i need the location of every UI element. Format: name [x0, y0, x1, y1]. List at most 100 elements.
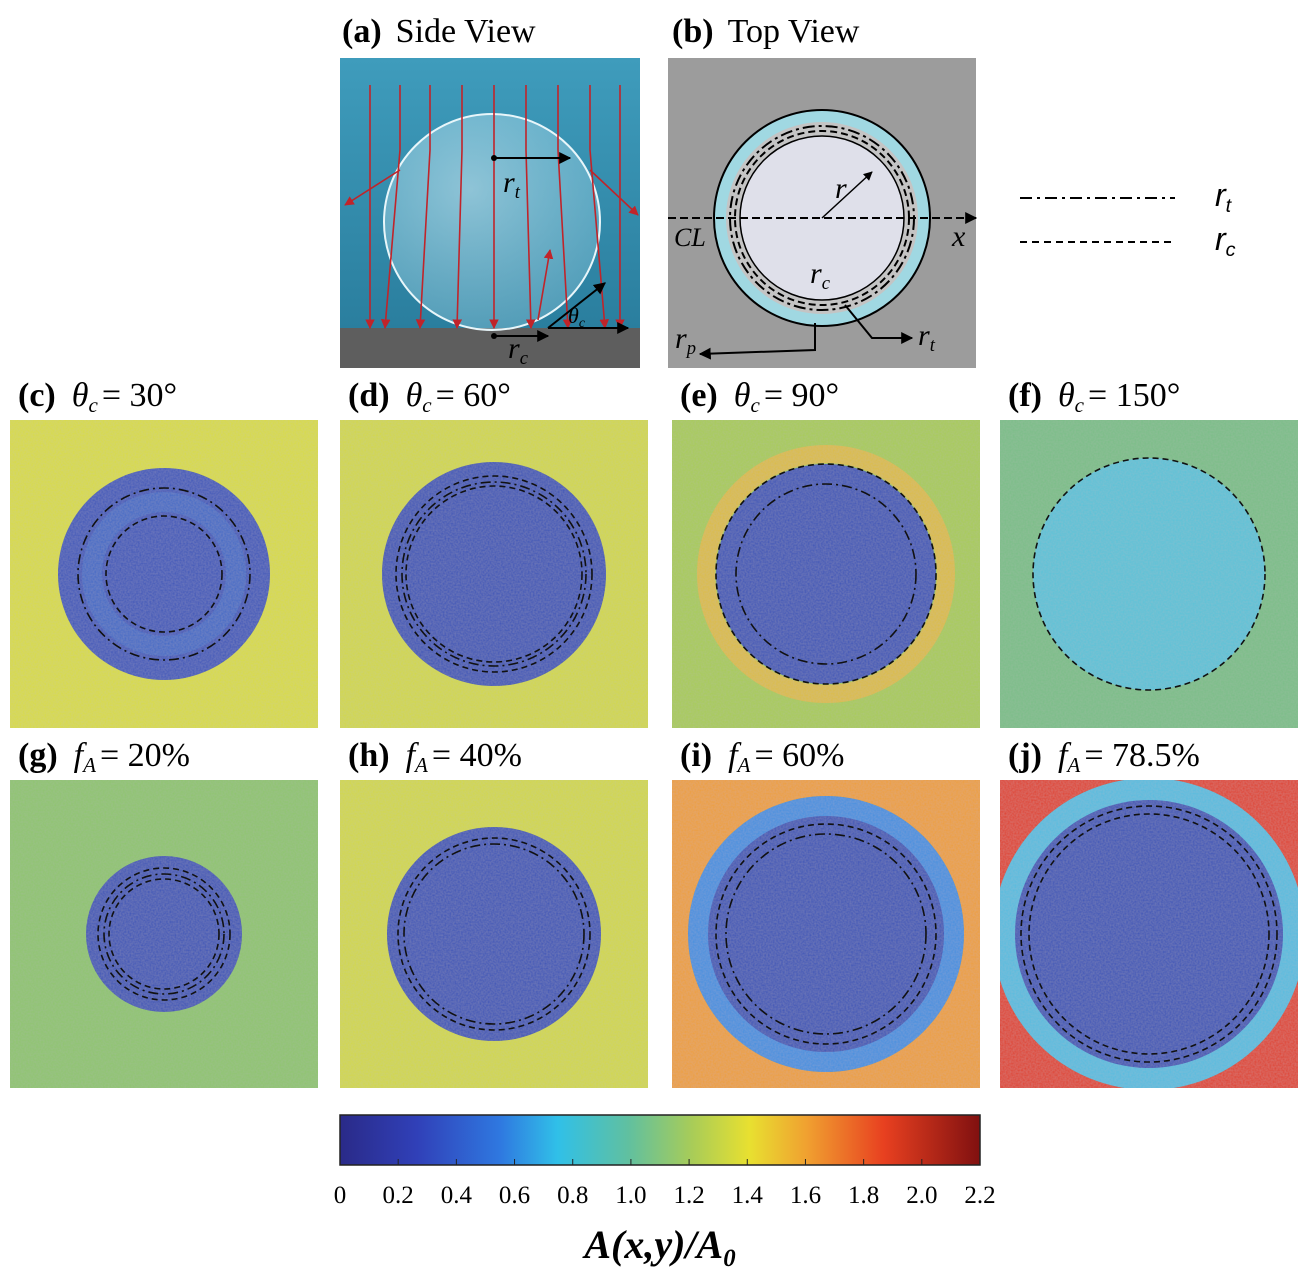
text-part: c	[750, 393, 760, 417]
text-part: A	[1065, 753, 1080, 777]
disk	[1033, 458, 1265, 690]
substrate	[340, 328, 640, 368]
text-part: r	[675, 322, 687, 355]
panel-title: (h)fA= 40%	[348, 737, 522, 777]
text-part: r	[835, 172, 847, 205]
disk	[382, 462, 606, 686]
heatmap	[340, 780, 648, 1088]
page: {"side_view": {"tag": "(a)", "title": "S…	[0, 0, 1298, 1275]
figure: rtrcθc(a)Side ViewrCLxrcrprt(b)Top Viewr…	[0, 0, 1298, 1275]
tick-label: 0.2	[383, 1182, 414, 1209]
heatmap	[340, 420, 648, 728]
text-part: θ	[72, 377, 89, 414]
text-part: = 90°	[764, 377, 839, 414]
text-part: Top View	[728, 13, 860, 50]
text-part: c	[88, 393, 98, 417]
disk	[716, 464, 936, 684]
tick-label: 1.6	[790, 1182, 821, 1209]
text-part: = 150°	[1088, 377, 1180, 414]
heatmap	[672, 780, 980, 1088]
heatmap	[672, 420, 980, 728]
text-part: (a)	[342, 13, 382, 50]
tick-label: 1.0	[615, 1182, 646, 1209]
colorbar-label: A(x,y)/A0	[581, 1222, 735, 1272]
text-part: (f)	[1008, 377, 1042, 414]
text-part: 0	[723, 1245, 735, 1272]
text-part: r	[810, 257, 822, 290]
panel-title: (a) Side View	[342, 13, 536, 50]
heatmap	[10, 420, 318, 728]
text-part: A	[81, 753, 96, 777]
text-part: c	[822, 273, 831, 294]
tick-label: 0	[334, 1182, 347, 1209]
text-part: r	[508, 332, 520, 365]
text-part: = 60%	[754, 737, 844, 774]
heatmap	[10, 780, 318, 1088]
text-part: r	[918, 319, 930, 352]
text-part: (h)	[348, 737, 390, 774]
text-part: = 60°	[436, 377, 511, 414]
text-part: = 30°	[102, 377, 177, 414]
panel-title: (e) θc= 90°	[680, 377, 839, 417]
text-part: r	[503, 166, 515, 199]
colorbar	[340, 1115, 980, 1165]
tick-label: 0.8	[557, 1182, 588, 1209]
panel-title: (f) θc= 150°	[1008, 377, 1180, 417]
text-part: (d)	[348, 377, 390, 414]
text-part: (g)	[18, 737, 58, 774]
bubble	[384, 114, 600, 330]
text-part: θ	[568, 303, 579, 328]
text-part: = 78.5%	[1084, 737, 1200, 774]
tick-label: 0.4	[441, 1182, 473, 1209]
text-part: c	[422, 393, 432, 417]
disk	[1015, 800, 1283, 1068]
text-part: = 20%	[100, 737, 190, 774]
text-part: c	[520, 348, 529, 369]
panel-title: (g)fA= 20%	[18, 737, 190, 777]
heatmap	[1000, 420, 1298, 728]
tick-label: 2.0	[906, 1182, 937, 1209]
dot	[491, 333, 497, 339]
text-part: p	[685, 338, 696, 359]
tick-label: 0.6	[499, 1182, 530, 1209]
disk	[708, 816, 944, 1052]
text-part: CL	[674, 223, 706, 252]
text-part: (i)	[680, 737, 712, 774]
text-part: (e)	[680, 377, 718, 414]
label: r	[835, 172, 847, 205]
panel-title: (c) θc= 30°	[18, 377, 177, 417]
disk	[387, 827, 601, 1041]
dot	[491, 155, 497, 161]
text-part: c	[1226, 239, 1236, 261]
text-part: c	[579, 315, 585, 330]
text-part: θ	[734, 377, 751, 414]
text-part: c	[1075, 393, 1085, 417]
text-part: Side View	[396, 13, 536, 50]
panel-title: (d) θc= 60°	[348, 377, 511, 417]
label: CL	[674, 223, 706, 252]
text-part: A	[736, 753, 751, 777]
legend-label: rc	[1215, 221, 1236, 261]
tick-label: 1.4	[732, 1182, 764, 1209]
text-part: t	[930, 335, 936, 356]
text-part: (j)	[1008, 737, 1042, 774]
heatmap	[993, 778, 1298, 1090]
text-part: θ	[1058, 377, 1075, 414]
legend-label: rt	[1215, 177, 1233, 217]
text-part: t	[515, 182, 521, 203]
panel-title: (b) Top View	[672, 13, 860, 50]
panel-title: (j)fA= 78.5%	[1008, 737, 1200, 777]
tick-label: 2.2	[964, 1182, 995, 1209]
label: x	[951, 220, 966, 253]
text-part: A(x,y)/A	[581, 1222, 723, 1267]
text-part: A	[413, 753, 428, 777]
text-part: = 40%	[432, 737, 522, 774]
text-part: (c)	[18, 377, 56, 414]
panel-title: (i)fA= 60%	[680, 737, 844, 777]
text-part: (b)	[672, 13, 714, 50]
tick-label: 1.8	[848, 1182, 879, 1209]
tick-label: 1.2	[673, 1182, 704, 1209]
text-part: t	[1226, 195, 1233, 217]
text-part: x	[951, 220, 966, 253]
text-part: θ	[406, 377, 423, 414]
